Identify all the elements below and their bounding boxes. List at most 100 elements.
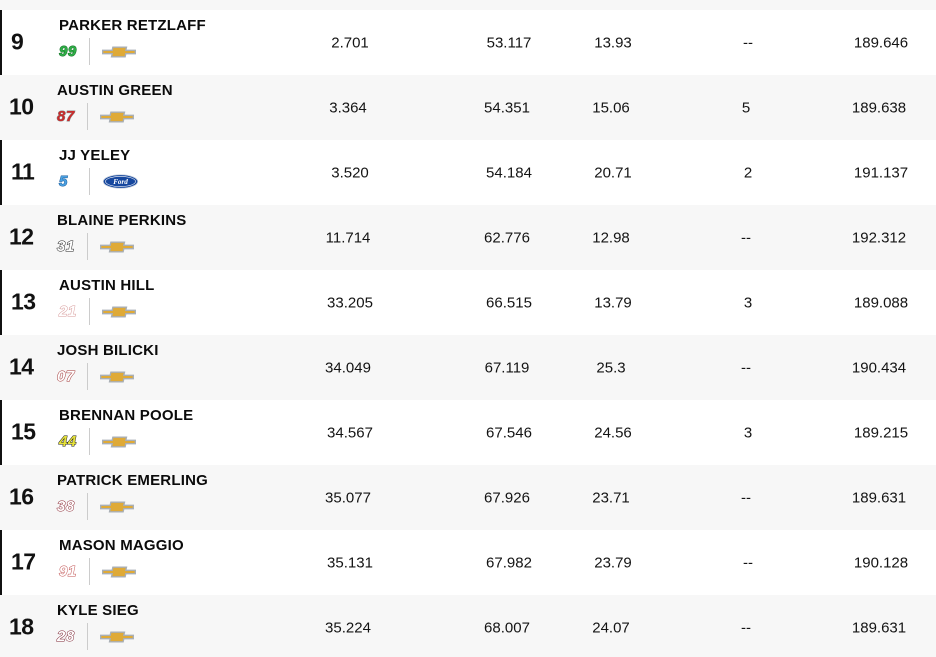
value-col-4: -- [741,619,751,636]
value-col-1: 33.205 [327,294,373,311]
badge-divider [89,168,90,195]
table-row: 15 BRENNAN POOLE 44 Ford [0,400,936,465]
value-col-2: 67.926 [484,489,530,506]
car-number: 21 [59,303,77,321]
position-number: 12 [9,222,34,249]
value-col-4: 3 [743,294,753,311]
driver-name: AUSTIN GREEN [57,82,173,99]
car-badges: 5 Ford [59,168,139,195]
value-col-4: -- [743,554,753,571]
car-number: 99 [59,43,77,61]
value-col-4: 3 [743,424,753,441]
value-col-5: 189.088 [853,294,909,311]
value-col-2: 67.119 [484,359,530,376]
value-col-3: 23.71 [592,489,630,506]
chevrolet-bowtie-icon [102,46,136,58]
car-badges: 87 Ford [57,103,173,130]
chevrolet-bowtie-icon [100,241,134,253]
value-col-1: 3.364 [329,99,367,116]
driver-block: AUSTIN GREEN 87 Ford [57,82,173,130]
driver-name: PARKER RETZLAFF [59,17,206,34]
car-badges: 44 Ford [59,428,193,455]
car-number: 5 [59,173,68,191]
chevrolet-bowtie-icon [100,371,134,383]
car-number: 07 [57,368,75,386]
chevrolet-bowtie-icon [102,566,136,578]
position-number: 16 [9,482,34,509]
value-col-1: 34.049 [325,359,371,376]
value-col-4: -- [741,489,751,506]
driver-name: PATRICK EMERLING [57,472,208,489]
car-badges: 38 Ford [57,493,208,520]
value-col-2: 54.351 [484,99,530,116]
value-col-3: 25.3 [596,359,626,376]
badge-divider [89,38,90,65]
driver-block: BRENNAN POOLE 44 Ford [59,407,193,455]
driver-block: BLAINE PERKINS 31 Ford [57,212,186,260]
car-number: 44 [59,433,77,451]
badge-divider [87,363,88,390]
position-number: 17 [11,547,36,574]
driver-block: KYLE SIEG 28 Ford [57,602,139,650]
chevrolet-bowtie-icon [102,306,136,318]
car-number: 28 [57,628,75,646]
value-col-2: 67.982 [486,554,532,571]
table-row: 9 PARKER RETZLAFF 99 Ford [0,10,936,75]
car-number: 91 [59,563,77,581]
driver-block: PARKER RETZLAFF 99 Ford [59,17,206,65]
svg-text:Ford: Ford [113,178,128,186]
driver-block: MASON MAGGIO 91 Ford [59,537,184,585]
table-row: 10 AUSTIN GREEN 87 Ford [0,75,936,140]
table-row: 14 JOSH BILICKI 07 Ford [0,335,936,400]
value-col-5: 190.434 [851,359,907,376]
position-number: 10 [9,92,34,119]
position-number: 9 [11,27,24,54]
table-row: 16 PATRICK EMERLING 38 Ford [0,465,936,530]
ford-oval-icon: Ford [102,174,139,189]
value-col-3: 13.79 [594,294,632,311]
driver-block: JOSH BILICKI 07 Ford [57,342,159,390]
value-col-4: 2 [743,164,753,181]
badge-divider [87,233,88,260]
value-col-1: 35.077 [325,489,371,506]
value-col-1: 11.714 [325,229,371,246]
table-row: 17 MASON MAGGIO 91 Ford [0,530,936,595]
value-col-2: 67.546 [486,424,532,441]
badge-divider [87,103,88,130]
value-col-2: 53.117 [486,34,532,51]
position-number: 15 [11,417,36,444]
value-col-5: 190.128 [853,554,909,571]
car-number: 87 [57,108,75,126]
value-col-5: 189.638 [851,99,907,116]
chevrolet-bowtie-icon [100,111,134,123]
value-col-5: 192.312 [851,229,907,246]
value-col-3: 23.79 [594,554,632,571]
table-row: 13 AUSTIN HILL 21 Ford [0,270,936,335]
position-number: 14 [9,352,34,379]
value-col-5: 189.631 [851,619,907,636]
driver-name: KYLE SIEG [57,602,139,619]
value-col-1: 35.131 [327,554,373,571]
value-col-2: 62.776 [484,229,530,246]
driver-name: JOSH BILICKI [57,342,159,359]
car-badges: 99 Ford [59,38,206,65]
value-col-1: 35.224 [325,619,371,636]
value-col-5: 191.137 [853,164,909,181]
value-col-2: 66.515 [486,294,532,311]
value-col-5: 189.646 [853,34,909,51]
badge-divider [87,493,88,520]
table-row: 12 BLAINE PERKINS 31 Ford [0,205,936,270]
value-col-2: 68.007 [484,619,530,636]
value-col-5: 189.215 [853,424,909,441]
value-col-3: 12.98 [592,229,630,246]
driver-name: AUSTIN HILL [59,277,155,294]
badge-divider [89,558,90,585]
position-number: 13 [11,287,36,314]
chevrolet-bowtie-icon [100,501,134,513]
driver-name: MASON MAGGIO [59,537,184,554]
chevrolet-bowtie-icon [100,631,134,643]
value-col-3: 24.07 [592,619,630,636]
value-col-5: 189.631 [851,489,907,506]
badge-divider [87,623,88,650]
